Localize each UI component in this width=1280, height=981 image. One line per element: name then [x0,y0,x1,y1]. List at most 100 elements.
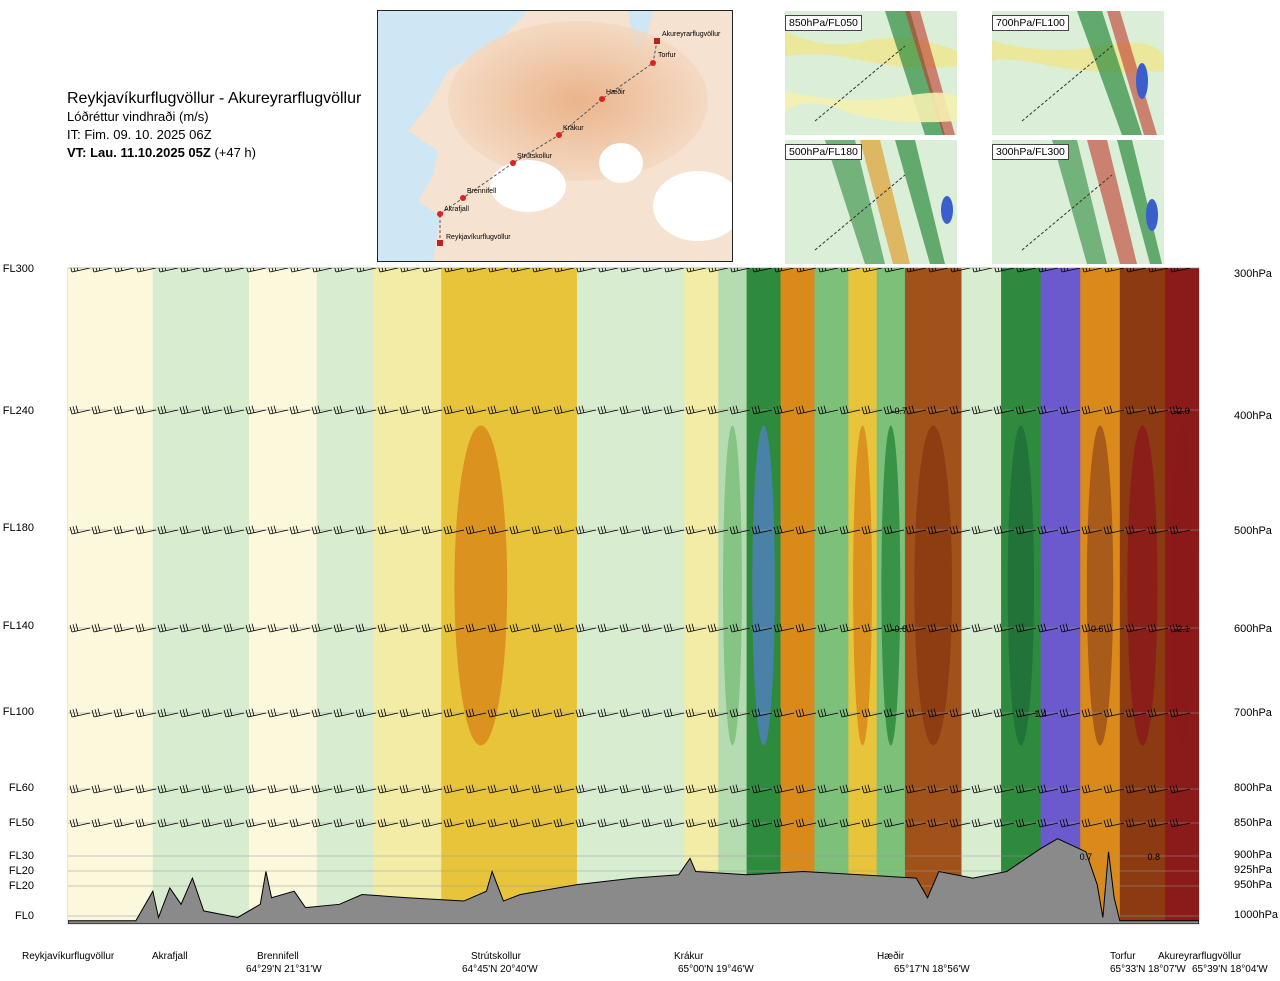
wind-barb [69,405,91,415]
mini-map: 500hPa/FL180 [785,140,957,264]
wind-barb [707,623,729,633]
wind-barb [686,268,707,273]
wind-barb [443,623,465,633]
level-label-left: FL0 [15,910,34,922]
wind-barb [928,268,949,273]
wind-barb [113,405,135,415]
route-map-canvas: Reykjavíkurflugvöllur Akrafjall Brennife… [378,11,732,261]
route-point-label: Krákur [563,125,584,132]
route-point-marker [510,160,516,166]
level-label-left: FL20 [8,865,34,877]
wind-barb [443,525,465,535]
wind-barb [839,405,861,415]
wind-barb [993,525,1015,535]
wind-barb [949,708,971,718]
wind-barb [773,818,795,828]
wind-barb [861,818,883,828]
wind-barb [311,818,333,828]
velocity-column [373,268,443,924]
wind-barb [905,623,927,633]
wind-barb [245,623,267,633]
route-point-label: Reykjavíkurflugvöllur [446,234,511,241]
level-label-right: 950hPa [1234,879,1272,891]
route-point-label: Brennifell [467,188,497,195]
wind-barb [817,818,839,828]
wind-barb [927,623,949,633]
level-label-left: FL30 [8,850,34,862]
velocity-core [1127,425,1158,746]
wind-barb [685,708,707,718]
level-label-right: 850hPa [1234,817,1272,829]
mini-map-label: 700hPa/FL100 [992,15,1069,31]
value-annotation: 0.8 [1148,852,1161,862]
wind-barb [883,784,905,794]
wind-barb [311,405,333,415]
wind-barb [1015,405,1037,415]
wind-barb [68,823,69,824]
wind-barb [157,405,179,415]
wind-barb [817,623,839,633]
wind-barb [773,708,795,718]
wind-barb [641,405,663,415]
wind-barb [1170,268,1191,273]
wind-barb [179,623,201,633]
wind-barb [575,623,597,633]
wind-barb [135,784,157,794]
wind-barb [663,405,685,415]
wind-barb [113,623,135,633]
wind-barb [157,525,179,535]
wind-barb [597,623,619,633]
wind-barb [1038,268,1059,273]
wind-barb [1103,623,1125,633]
wind-barb [795,784,817,794]
wind-barb [641,708,663,718]
wind-barb [685,525,707,535]
wind-barb [201,405,223,415]
wind-barb [68,713,69,714]
wind-barb [751,405,773,415]
wind-barb [421,818,443,828]
wind-barb [795,525,817,535]
wind-barb [312,268,333,273]
wind-barb [91,405,113,415]
wind-barb [641,784,663,794]
wind-barb [509,623,531,633]
wind-barb [487,818,509,828]
wind-barb [664,268,685,273]
wind-barb [619,525,641,535]
wind-barb [795,708,817,718]
wind-barb [1125,405,1147,415]
wind-barb [179,525,201,535]
level-label-right: 600hPa [1234,623,1272,635]
mini-map: 300hPa/FL300 [992,140,1164,264]
wind-barb [135,405,157,415]
wind-barb [201,784,223,794]
wind-barb [1059,784,1081,794]
wind-barb [531,525,553,535]
wind-barb [201,525,223,535]
wind-barb [730,268,751,273]
mini-map-canvas [785,140,957,264]
wind-barb [179,405,201,415]
wind-barb [1125,818,1147,828]
waypoint-coord: 65°00'N 19°46'W [678,964,754,975]
wind-barb [135,525,157,535]
route-point-marker [599,96,605,102]
wind-barb [311,623,333,633]
wind-barb [68,268,69,269]
mini-map-label: 850hPa/FL050 [785,15,862,31]
wind-barb [1126,268,1147,273]
wind-barb [1169,708,1191,718]
wind-barb [91,784,113,794]
wind-barb [575,405,597,415]
wind-barb [443,784,465,794]
waypoint-coord: 65°17'N 18°56'W [894,964,970,975]
wind-barb [290,268,311,273]
wind-barb [1147,525,1169,535]
wind-barb [927,784,949,794]
route-point-marker [460,195,466,201]
wind-barb [553,525,575,535]
glacier-vatnajokull [653,171,732,241]
wind-barb [685,623,707,633]
velocity-column [248,268,318,924]
